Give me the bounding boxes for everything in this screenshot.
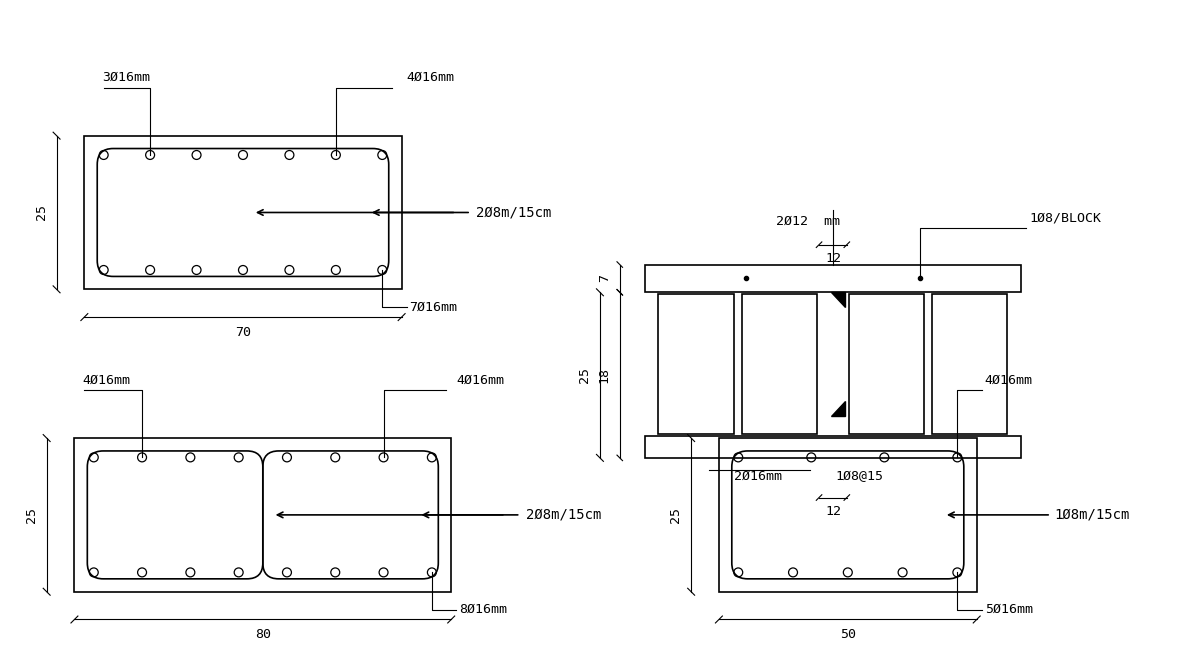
Bar [84,135,401,289]
Text: 8Ø16mm: 8Ø16mm [459,603,508,616]
Text: 1Ø8@15: 1Ø8@15 [835,470,884,483]
Polygon shape [830,402,845,416]
Text: 25: 25 [34,205,47,220]
Text: 12: 12 [825,252,841,265]
Text: 1Ø8/BLOCK: 1Ø8/BLOCK [1029,212,1101,225]
Text: 18: 18 [597,367,610,383]
Text: 80: 80 [254,628,271,642]
Bar [659,294,733,434]
Bar [645,264,1021,292]
Bar [848,294,924,434]
Text: 5Ø16mm: 5Ø16mm [984,603,1033,616]
Text: 1Ø8m/15cm: 1Ø8m/15cm [1054,508,1130,522]
Polygon shape [830,292,845,307]
Text: 25: 25 [670,507,683,523]
Text: 25: 25 [578,367,592,383]
Text: 25: 25 [25,507,38,523]
Text: 4Ø16mm: 4Ø16mm [457,373,504,387]
Text: 2Ø8m/15cm: 2Ø8m/15cm [525,508,601,522]
Bar [75,438,451,592]
Bar [932,294,1008,434]
Text: 4Ø16mm: 4Ø16mm [984,373,1033,387]
Text: 12: 12 [825,506,841,519]
Text: 7: 7 [597,275,610,283]
Text: 2Ø16mm: 2Ø16mm [733,470,782,483]
Bar [719,438,977,592]
Text: 7Ø16mm: 7Ø16mm [409,301,458,314]
Text: 3Ø16mm: 3Ø16mm [102,71,150,84]
Text: 4Ø16mm: 4Ø16mm [83,373,130,387]
Text: 50: 50 [840,628,855,642]
Text: 2Ø12  mm: 2Ø12 mm [776,215,840,228]
Bar [645,436,1021,458]
Bar [742,294,817,434]
Text: 4Ø16mm: 4Ø16mm [407,71,454,84]
Text: 2Ø8m/15cm: 2Ø8m/15cm [476,205,551,220]
Text: 70: 70 [235,326,251,339]
